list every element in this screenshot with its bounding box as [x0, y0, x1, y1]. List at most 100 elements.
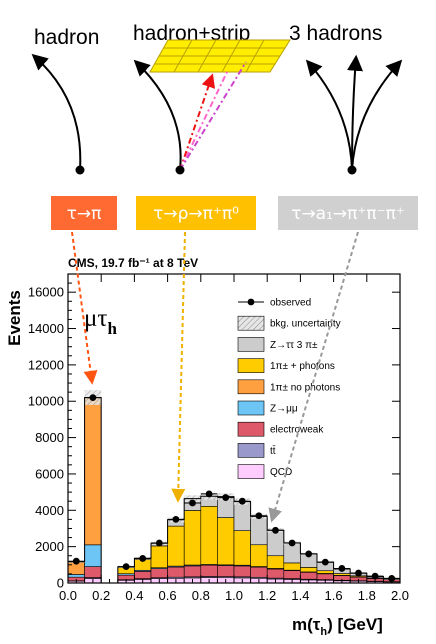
bar-segment-5-bin-5 — [150, 545, 168, 569]
bar-segment-5-bin-11 — [250, 544, 268, 567]
legend-swatch-8 — [237, 464, 265, 479]
observed-point-16 — [355, 569, 362, 577]
legend-swatch-3 — [237, 358, 265, 373]
y-tick-label-5: 10000 — [28, 394, 64, 409]
y-tick-label-0: 0 — [57, 576, 64, 591]
decay-mode-box-rho — [136, 196, 256, 230]
hadron-strip-track — [133, 59, 182, 171]
legend-marker-0 — [247, 298, 255, 306]
observed-point-0 — [72, 557, 80, 565]
bar-segment-2-bin-8 — [200, 564, 218, 577]
observed-point-18 — [388, 575, 396, 582]
legend-label-4: 1π± no photons — [270, 382, 340, 393]
legend-label-8: QCD — [270, 467, 292, 478]
decay-mode-label-rho: τ→ρ→π⁺π⁰ — [153, 204, 239, 224]
decay-vertex-1 — [75, 165, 85, 175]
x-tick-label-8: 1.6 — [325, 588, 343, 603]
hadron-track — [31, 53, 82, 171]
legend-swatch-7 — [237, 443, 265, 458]
x-tick-label-4: 0.8 — [192, 588, 210, 603]
y-tick-label-6: 12000 — [28, 357, 64, 372]
legend-label-3: 1π± + photons — [270, 361, 335, 372]
legend-swatch-5 — [237, 400, 265, 416]
x-tick-label-7: 1.4 — [291, 588, 309, 603]
decay-mode-boxes: τ→π τ→ρ→π⁺π⁰ τ→a₁→π⁺π⁻π⁺ — [51, 196, 418, 230]
legend-swatch-1 — [237, 315, 265, 331]
bar-segment-4-bin-1 — [84, 397, 102, 546]
legend-swatch-6 — [237, 421, 265, 437]
topology-label-hadron-strip: hadron+strip — [133, 22, 250, 45]
photon-strip — [149, 39, 291, 73]
bar-segment-3-bin-0 — [67, 574, 85, 578]
bar-segment-6-bin-11 — [250, 516, 268, 546]
photon-line-1 — [179, 69, 229, 171]
bar-segment-6-bin-10 — [233, 501, 251, 531]
observed-point-3 — [139, 555, 147, 562]
legend-swatch-2 — [237, 337, 265, 352]
bar-segment-3-bin-1 — [84, 544, 102, 567]
observed-point-2 — [122, 563, 130, 571]
topology-label-3-hadrons: 3 hadrons — [289, 22, 382, 45]
observed-points — [68, 394, 400, 582]
pointer-arrows — [71, 231, 359, 523]
bar-segment-2-bin-6 — [167, 566, 185, 578]
observed-point-6 — [189, 499, 196, 507]
channel-label: μτh — [84, 305, 117, 338]
x-axis-ticks: 0.0 0.2 0.4 0.6 0.8 1.0 1.2 1.4 1.6 1.8 2.0 — [59, 274, 409, 603]
x-tick-label-1: 0.2 — [92, 588, 110, 603]
legend-label-0: observed — [270, 298, 311, 309]
bar-segment-2-bin-5 — [150, 568, 168, 579]
bar-segment-2-bin-13 — [283, 570, 301, 579]
bar-segment-2-bin-9 — [217, 565, 235, 577]
decay-mode-label-a1: τ→a₁→π⁺π⁻π⁺ — [291, 204, 405, 224]
bar-segment-5-bin-6 — [167, 525, 185, 567]
x-tick-label-5: 1.0 — [225, 588, 243, 603]
decay-mode-box-pi — [51, 196, 117, 230]
x-tick-label-10: 2.0 — [391, 588, 409, 603]
topology-label-hadron: hadron — [34, 26, 99, 49]
bar-segment-5-bin-14 — [300, 567, 318, 573]
three-prong-track-3 — [351, 59, 403, 171]
x-tick-label-2: 0.4 — [125, 588, 143, 603]
bar-segment-6-bin-12 — [266, 529, 285, 557]
observed-point-10 — [255, 512, 263, 520]
y-tick-label-1: 2000 — [35, 539, 64, 554]
x-tick-label-0: 0.0 — [59, 588, 77, 603]
bar-segment-5-bin-15 — [316, 570, 334, 574]
bar-segment-2-bin-1 — [84, 566, 102, 578]
bar-segment-2-bin-4 — [134, 571, 152, 579]
pointer-arrow-pi — [71, 231, 98, 385]
decay-topology-diagram: hadron hadron+strip 3 hadrons — [31, 22, 403, 175]
x-tick-label-3: 0.6 — [159, 588, 177, 603]
pointer-arrow-rho — [171, 231, 186, 503]
mass-histogram: 0.0 0.2 0.4 0.6 0.8 1.0 1.2 1.4 1.6 1.8 2.0 0 2000 4… — [5, 256, 409, 638]
decay-vertex-3 — [347, 165, 357, 175]
bar-segment-2-bin-14 — [300, 571, 318, 580]
bar-segment-5-bin-10 — [233, 530, 251, 566]
legend-label-5: Z→μμ — [270, 404, 298, 415]
observed-point-8 — [222, 494, 230, 501]
legend-swatch-4 — [237, 379, 265, 395]
observed-point-9 — [238, 497, 246, 505]
y-tick-label-3: 6000 — [35, 466, 64, 481]
y-tick-label-7: 14000 — [28, 321, 64, 336]
observed-point-4 — [155, 539, 163, 547]
bar-segment-2-bin-15 — [316, 573, 334, 580]
y-tick-label-2: 4000 — [35, 503, 64, 518]
bar-segment-5-bin-13 — [283, 562, 301, 571]
decay-mode-box-a1 — [278, 196, 418, 230]
three-prong-track-2 — [347, 54, 363, 171]
legend-label-2: Z→ττ 3 π± — [270, 340, 318, 351]
bar-segment-5-bin-8 — [200, 505, 218, 565]
bar-segment-2-bin-7 — [183, 565, 202, 578]
legend-label-6: electroweak — [270, 425, 324, 436]
neutral-pion-line — [179, 73, 216, 171]
observed-point-15 — [338, 565, 346, 572]
chart-title: CMS, 19.7 fb⁻¹ at 8 TeV — [68, 256, 198, 270]
bar-segment-2-bin-10 — [233, 565, 251, 578]
observed-point-17 — [371, 572, 379, 580]
pointer-arrow-a1 — [268, 231, 359, 523]
bar-segment-5-bin-7 — [183, 510, 202, 566]
y-tick-label-4: 8000 — [35, 430, 64, 445]
observed-point-12 — [288, 539, 296, 547]
